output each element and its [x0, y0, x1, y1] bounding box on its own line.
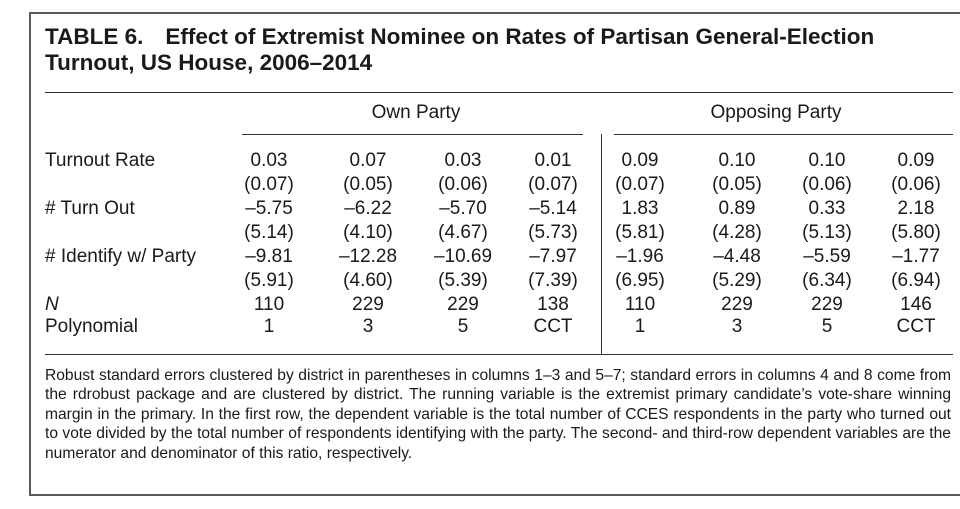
own-party-rule [242, 134, 583, 135]
table-note: Robust standard errors clustered by dist… [45, 367, 951, 462]
cell-standard-error: (0.06) [891, 174, 941, 195]
cell-value: 3 [362, 316, 374, 337]
cell-value: –6.22 [344, 198, 392, 219]
cell-standard-error: (4.10) [343, 222, 393, 243]
row-label: N [45, 294, 59, 315]
row-label: # Identify w/ Party [45, 246, 197, 267]
cell-value: 1 [263, 316, 275, 337]
cell-value: –5.14 [529, 198, 577, 219]
table-title-text: Effect of Extremist Nominee on Rates of … [45, 24, 875, 75]
group-header-opposing-party: Opposing Party [710, 102, 842, 123]
cell-value: 0.89 [718, 198, 756, 219]
title-rule [45, 92, 953, 93]
cell-value: 138 [537, 294, 569, 315]
cell-value: 2.18 [897, 198, 935, 219]
cell-standard-error: (6.34) [802, 270, 852, 291]
cell-standard-error: (5.73) [528, 222, 578, 243]
cell-standard-error: (0.07) [244, 174, 294, 195]
cell-value: 229 [721, 294, 753, 315]
cell-standard-error: (6.94) [891, 270, 941, 291]
cell-standard-error: (6.95) [615, 270, 665, 291]
cell-standard-error: (0.06) [438, 174, 488, 195]
cell-value: –12.28 [338, 246, 398, 267]
cell-value: 0.07 [349, 150, 387, 171]
group-header-own-party: Own Party [371, 102, 461, 123]
cell-value: 3 [731, 316, 743, 337]
cell-value: CCT [533, 316, 573, 337]
table-title: TABLE 6. Effect of Extremist Nominee on R… [45, 24, 945, 76]
cell-standard-error: (5.14) [244, 222, 294, 243]
cell-value: 0.10 [808, 150, 846, 171]
group-divider [601, 134, 602, 354]
cell-value: 5 [457, 316, 469, 337]
cell-standard-error: (4.60) [343, 270, 393, 291]
cell-value: 0.09 [621, 150, 659, 171]
cell-value: 0.09 [897, 150, 935, 171]
row-label: # Turn Out [45, 198, 135, 219]
cell-value: 110 [253, 294, 285, 315]
table-frame: TABLE 6. Effect of Extremist Nominee on R… [29, 12, 960, 496]
row-label: Polynomial [45, 316, 138, 337]
cell-value: 0.03 [444, 150, 482, 171]
cell-standard-error: (5.39) [438, 270, 488, 291]
cell-standard-error: (0.06) [802, 174, 852, 195]
cell-standard-error: (0.05) [712, 174, 762, 195]
cell-standard-error: (0.07) [615, 174, 665, 195]
cell-standard-error: (0.07) [528, 174, 578, 195]
cell-standard-error: (0.05) [343, 174, 393, 195]
cell-standard-error: (5.13) [802, 222, 852, 243]
cell-standard-error: (4.28) [712, 222, 762, 243]
cell-standard-error: (7.39) [528, 270, 578, 291]
cell-value: –5.75 [245, 198, 293, 219]
bottom-rule [45, 354, 953, 355]
cell-value: –7.97 [529, 246, 577, 267]
cell-value: 229 [447, 294, 479, 315]
cell-value: –5.59 [803, 246, 851, 267]
cell-value: 0.01 [534, 150, 572, 171]
cell-value: –1.96 [616, 246, 664, 267]
cell-value: –5.70 [439, 198, 487, 219]
cell-value: –10.69 [433, 246, 493, 267]
cell-standard-error: (5.91) [244, 270, 294, 291]
cell-value: –1.77 [892, 246, 940, 267]
cell-value: –4.48 [713, 246, 761, 267]
opposing-party-rule [614, 134, 953, 135]
row-label: Turnout Rate [45, 150, 156, 171]
cell-value: 146 [900, 294, 932, 315]
cell-value: 0.33 [808, 198, 846, 219]
cell-value: 229 [352, 294, 384, 315]
cell-standard-error: (5.29) [712, 270, 762, 291]
cell-value: 5 [821, 316, 833, 337]
cell-value: 0.10 [718, 150, 756, 171]
cell-value: –9.81 [245, 246, 293, 267]
cell-value: 229 [811, 294, 843, 315]
cell-value: 110 [624, 294, 656, 315]
cell-value: CCT [896, 316, 936, 337]
cell-standard-error: (5.80) [891, 222, 941, 243]
cell-value: 1.83 [621, 198, 659, 219]
cell-value: 0.03 [250, 150, 288, 171]
cell-standard-error: (4.67) [438, 222, 488, 243]
cell-value: 1 [634, 316, 646, 337]
table-number: TABLE 6. [45, 24, 144, 49]
cell-standard-error: (5.81) [615, 222, 665, 243]
